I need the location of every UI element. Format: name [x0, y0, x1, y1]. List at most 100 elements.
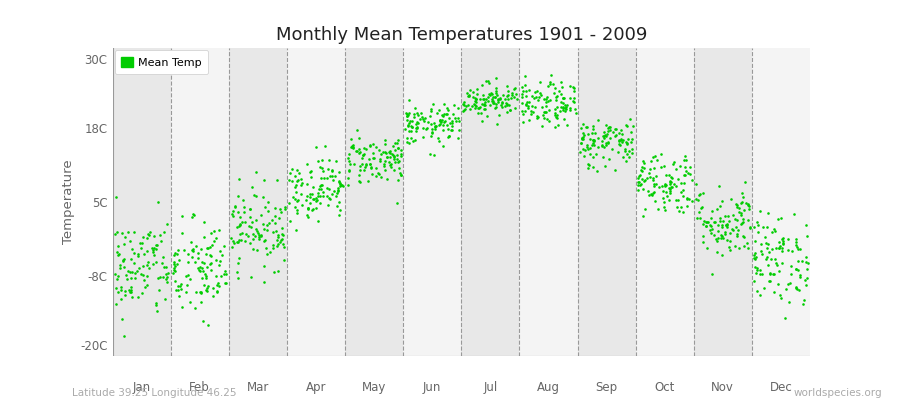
Point — [113, 287, 128, 293]
Point — [635, 176, 650, 183]
Point — [501, 102, 516, 108]
Point — [562, 105, 577, 111]
Point — [137, 277, 151, 284]
Point — [481, 98, 495, 104]
Point — [401, 110, 416, 116]
Point — [322, 156, 337, 163]
Point — [495, 103, 509, 110]
Point — [195, 317, 210, 324]
Point — [387, 154, 401, 160]
Point — [204, 229, 219, 236]
Point — [486, 100, 500, 106]
Point — [735, 219, 750, 226]
Point — [521, 117, 535, 123]
Point — [700, 244, 715, 251]
Point — [175, 303, 189, 310]
Point — [623, 116, 637, 123]
Point — [231, 255, 246, 261]
Point — [508, 85, 522, 91]
Point — [219, 271, 233, 278]
Point — [526, 103, 540, 109]
Point — [777, 238, 791, 244]
Point — [793, 272, 807, 278]
Title: Monthly Mean Temperatures 1901 - 2009: Monthly Mean Temperatures 1901 - 2009 — [275, 26, 647, 44]
Point — [266, 242, 280, 248]
Point — [278, 206, 293, 213]
Point — [521, 104, 535, 111]
Point — [688, 196, 703, 203]
Point — [347, 161, 362, 167]
Point — [184, 254, 199, 260]
Point — [312, 186, 327, 192]
Point — [382, 158, 396, 165]
Point — [205, 285, 220, 292]
Point — [796, 296, 811, 303]
Point — [303, 200, 318, 206]
Point — [151, 275, 166, 282]
Point — [496, 92, 510, 98]
Point — [310, 218, 325, 224]
Point — [800, 275, 814, 281]
Point — [180, 282, 194, 288]
Point — [300, 212, 314, 218]
Point — [788, 239, 803, 245]
Point — [556, 95, 571, 101]
Point — [636, 164, 651, 171]
Point — [726, 211, 741, 218]
Point — [721, 213, 735, 219]
Point — [773, 215, 788, 221]
Point — [302, 194, 317, 200]
Point — [110, 276, 124, 282]
Point — [212, 262, 226, 268]
Point — [705, 208, 719, 214]
Point — [119, 272, 133, 278]
Point — [720, 222, 734, 228]
Point — [472, 104, 487, 110]
Point — [251, 236, 266, 242]
Point — [705, 270, 719, 277]
Point — [709, 238, 724, 244]
Point — [402, 119, 417, 126]
Point — [424, 108, 438, 114]
Point — [489, 94, 503, 100]
Point — [717, 231, 732, 237]
Point — [417, 117, 431, 124]
Point — [652, 184, 666, 190]
Point — [290, 198, 304, 205]
Point — [788, 242, 803, 248]
Point — [345, 143, 359, 149]
Point — [228, 204, 242, 210]
Point — [457, 102, 472, 108]
Point — [681, 170, 696, 176]
Point — [400, 139, 414, 145]
Point — [332, 180, 347, 186]
Point — [195, 259, 210, 266]
Point — [160, 279, 175, 286]
Point — [440, 104, 454, 111]
Point — [556, 95, 571, 102]
Point — [156, 254, 170, 260]
Point — [170, 246, 184, 253]
Point — [256, 238, 271, 244]
Point — [518, 82, 532, 88]
Point — [754, 251, 769, 258]
Point — [748, 256, 762, 262]
Point — [184, 214, 199, 220]
Point — [515, 91, 529, 97]
Point — [167, 252, 182, 258]
Point — [140, 248, 154, 254]
Point — [157, 229, 171, 235]
Point — [680, 203, 694, 210]
Point — [392, 159, 406, 165]
Point — [772, 267, 787, 274]
Point — [701, 219, 716, 225]
Text: worldspecies.org: worldspecies.org — [794, 388, 882, 398]
Point — [461, 92, 475, 99]
Point — [705, 226, 719, 232]
Point — [618, 122, 633, 128]
Bar — [752, 48, 810, 356]
Point — [387, 166, 401, 173]
Point — [736, 234, 751, 240]
Point — [465, 94, 480, 100]
Point — [597, 134, 611, 141]
